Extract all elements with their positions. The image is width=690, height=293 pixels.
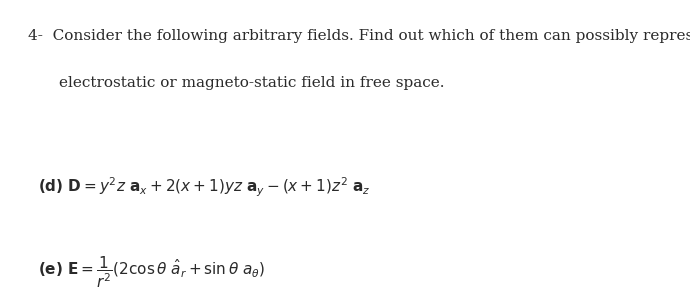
Text: 4-  Consider the following arbitrary fields. Find out which of them can possibly: 4- Consider the following arbitrary fiel… bbox=[28, 29, 690, 43]
Text: $\mathbf{(e)\ E}$$= \dfrac{1}{r^2}(2\cos\theta\ \hat{a}_{r} + \sin\theta\ a_{\th: $\mathbf{(e)\ E}$$= \dfrac{1}{r^2}(2\cos… bbox=[38, 255, 265, 290]
Text: electrostatic or magneto-static field in free space.: electrostatic or magneto-static field in… bbox=[59, 76, 444, 90]
Text: $\mathbf{(d)\ D}$$= y^2z\ \mathbf{a}_x + 2(x+1)yz\ \mathbf{a}_y - (x+1)z^2\ \mat: $\mathbf{(d)\ D}$$= y^2z\ \mathbf{a}_x +… bbox=[38, 176, 371, 199]
